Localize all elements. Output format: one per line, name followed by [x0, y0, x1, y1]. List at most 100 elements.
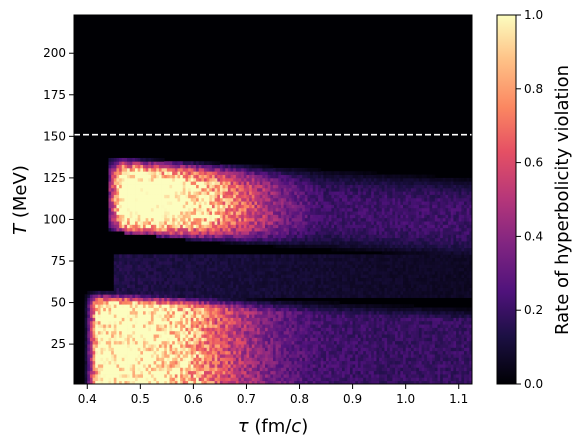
heatmap-cell [206, 334, 210, 338]
heatmap-cell [233, 284, 237, 288]
heatmap-cell [278, 314, 282, 318]
heatmap-cell [238, 181, 242, 185]
heatmap-cell [148, 364, 152, 368]
heatmap-cell [270, 347, 274, 352]
heatmap-cell [185, 221, 189, 225]
heatmap-cell [174, 164, 178, 169]
heatmap-cell [92, 330, 96, 335]
heatmap-cell [254, 171, 258, 175]
heatmap-cell [148, 317, 152, 322]
heatmap-cell [119, 380, 123, 384]
heatmap-cell [206, 304, 210, 308]
heatmap-cell [193, 374, 197, 378]
heatmap-cell [185, 300, 189, 305]
heatmap-cell [84, 380, 88, 384]
heatmap-cell [307, 300, 311, 305]
heatmap-cell [135, 174, 139, 179]
heatmap-cell [180, 327, 184, 332]
heatmap-cell [84, 357, 88, 362]
heatmap-cell [214, 320, 218, 325]
heatmap-cell [217, 324, 221, 328]
heatmap-cell [294, 377, 298, 382]
heatmap-cell [270, 267, 274, 272]
heatmap-cell [219, 290, 223, 295]
heatmap-cell [124, 294, 128, 298]
heatmap-cell [230, 334, 234, 338]
heatmap-cell [280, 367, 285, 372]
heatmap-cell [299, 370, 303, 375]
heatmap-cell [105, 314, 109, 318]
heatmap-cell [172, 227, 176, 232]
heatmap-cell [108, 327, 112, 332]
heatmap-cell [100, 380, 104, 384]
heatmap-cell [211, 280, 216, 285]
heatmap-cell [185, 287, 189, 292]
heatmap-cell [127, 354, 131, 358]
heatmap-cell [116, 347, 120, 352]
heatmap-cell [150, 370, 154, 375]
heatmap-cell [127, 337, 131, 342]
heatmap-cell [153, 337, 157, 342]
heatmap-cell [158, 194, 162, 199]
heatmap-cell [254, 270, 258, 275]
heatmap-cell [185, 234, 189, 239]
heatmap-cell [172, 334, 176, 338]
heatmap-cell [251, 234, 255, 239]
heatmap-cell [217, 380, 221, 384]
heatmap-cell [249, 174, 253, 179]
heatmap-cell [291, 327, 295, 332]
heatmap-cell [161, 231, 165, 235]
heatmap-cell [113, 197, 117, 202]
heatmap-cell [259, 261, 263, 265]
heatmap-cell [174, 350, 178, 355]
heatmap-cell [164, 164, 168, 169]
heatmap-cell [92, 290, 96, 295]
heatmap-cell [211, 327, 216, 332]
heatmap-cell [108, 367, 112, 372]
heatmap-cell [185, 270, 189, 275]
heatmap-cell [140, 164, 144, 169]
heatmap-cell [219, 270, 223, 275]
heatmap-cell [174, 300, 178, 305]
heatmap-cell [267, 197, 271, 202]
heatmap-cell [198, 274, 202, 279]
heatmap-cell [296, 227, 300, 232]
heatmap-cell [291, 357, 295, 362]
heatmap-cell [257, 221, 261, 225]
heatmap-cell [142, 337, 147, 342]
heatmap-cell [304, 300, 308, 305]
heatmap-cell [307, 237, 311, 242]
heatmap-cell [296, 307, 300, 312]
heatmap-cell [190, 330, 194, 335]
heatmap-cell [257, 324, 261, 328]
heatmap-cell [169, 370, 173, 375]
heatmap-cell [145, 360, 149, 365]
heatmap-cell [294, 324, 298, 328]
heatmap-cell [148, 161, 152, 165]
heatmap-cell [286, 357, 290, 362]
heatmap-cell [198, 224, 202, 229]
heatmap-cell [190, 337, 194, 342]
heatmap-cell [108, 161, 112, 165]
heatmap-cell [161, 221, 165, 225]
heatmap-cell [251, 211, 255, 215]
heatmap-cell [211, 294, 216, 298]
heatmap-cell [241, 324, 245, 328]
heatmap-cell [135, 337, 139, 342]
heatmap-cell [196, 297, 200, 302]
heatmap-cell [188, 310, 192, 315]
heatmap-cell [278, 327, 282, 332]
heatmap-cell [89, 354, 93, 358]
heatmap-cell [84, 330, 88, 335]
heatmap-cell [219, 340, 223, 345]
heatmap-cell [174, 204, 178, 209]
heatmap-cell [116, 207, 120, 212]
heatmap-cell [84, 354, 88, 358]
heatmap-cell [214, 194, 218, 199]
heatmap-cell [209, 161, 213, 165]
heatmap-cell [286, 334, 290, 338]
heatmap-cell [164, 217, 168, 222]
heatmap-cell [113, 177, 117, 182]
heatmap-cell [135, 280, 139, 285]
heatmap-cell [267, 357, 271, 362]
